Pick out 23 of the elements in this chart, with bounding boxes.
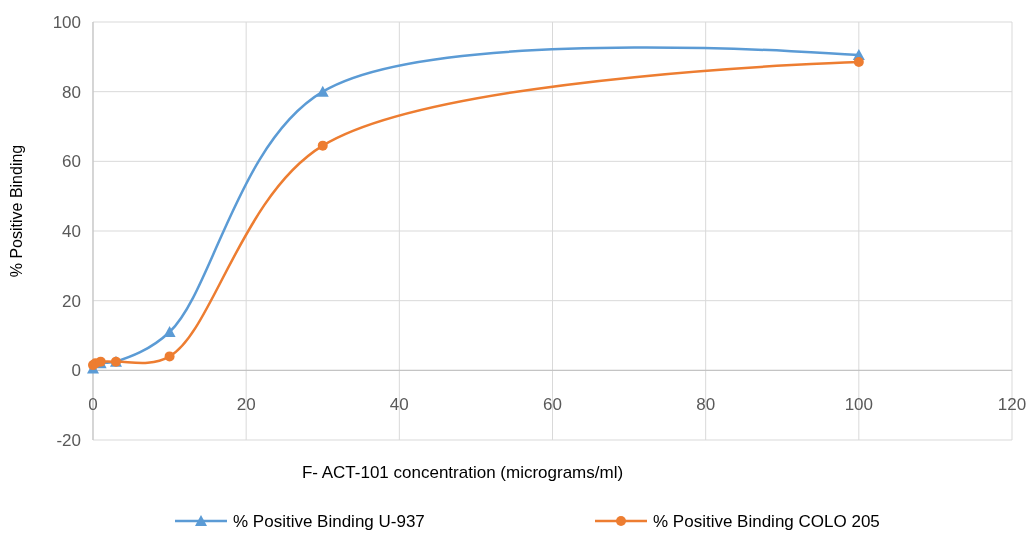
legend-label: % Positive Binding U-937 [233,511,425,531]
y-tick-label: 60 [62,152,81,172]
y-tick-label: 20 [62,291,81,311]
x-tick-label: 80 [696,395,716,415]
y-tick-label: -20 [56,430,81,450]
point [316,85,329,97]
x-tick-label: 0 [88,395,98,415]
point [163,326,176,338]
x-tick-label: 120 [997,395,1027,415]
x-tick-label: 20 [236,395,256,415]
y-tick-label: 0 [71,361,81,381]
y-axis-title: % Positive Binding [8,144,25,278]
y-tick-label: 40 [62,221,81,241]
y-tick-label: 100 [52,12,81,32]
x-axis-title: F- ACT-101 concentration (micrograms/ml) [301,463,624,482]
point [164,351,175,362]
point [317,140,328,151]
legend-label: % Positive Binding COLO 205 [653,511,880,531]
y-tick-label: 80 [62,82,81,102]
x-tick-label: 100 [844,395,874,415]
x-tick-label: 40 [389,395,409,415]
x-tick-label: 60 [543,395,562,415]
point [853,57,864,68]
